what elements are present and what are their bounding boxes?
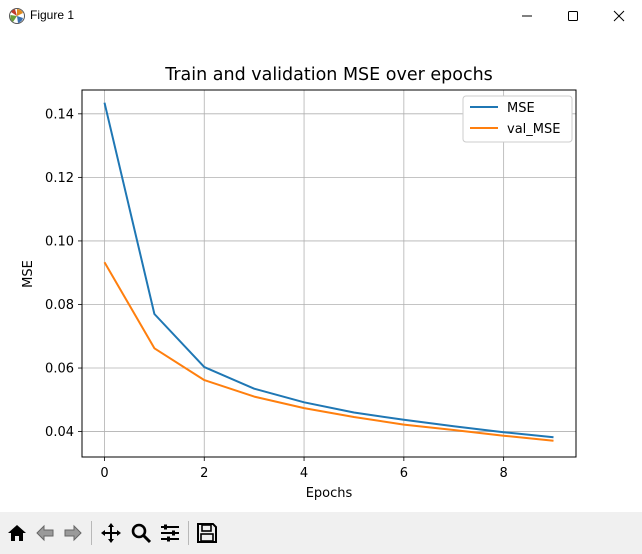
- y-axis-label: MSE: [21, 260, 36, 288]
- matplotlib-app-icon: [8, 7, 26, 25]
- zoom-button[interactable]: [128, 520, 154, 546]
- navigation-toolbar: [0, 512, 642, 554]
- close-icon: [613, 10, 625, 22]
- y-tick-label: 0.14: [45, 107, 74, 122]
- x-tick-label: 8: [500, 466, 508, 481]
- chart-title: Train and validation MSE over epochs: [164, 65, 493, 85]
- x-axis-label: Epochs: [306, 486, 353, 501]
- y-tick-label: 0.12: [45, 171, 74, 186]
- configure-subplots-icon: [161, 524, 179, 542]
- close-button[interactable]: [596, 0, 642, 32]
- maximize-icon: [568, 11, 578, 21]
- pan-button[interactable]: [98, 520, 124, 546]
- maximize-button[interactable]: [550, 0, 596, 32]
- grid-lines: [82, 90, 576, 457]
- back-arrow-icon: [36, 524, 54, 542]
- line-chart: Train and validation MSE over epochs 0 2 4…: [21, 65, 577, 501]
- save-icon: [197, 523, 217, 543]
- minimize-button[interactable]: [504, 0, 550, 32]
- x-tick-label: 4: [300, 466, 308, 481]
- x-tick-label: 0: [100, 466, 108, 481]
- legend: MSE val_MSE: [462, 95, 573, 143]
- home-icon: [8, 525, 26, 541]
- pan-icon: [101, 523, 121, 543]
- y-tick-label: 0.06: [45, 362, 74, 377]
- tick-layer: 0 2 4 6 8 0.04 0.06 0.08 0.10 0.12 0.14: [45, 107, 508, 481]
- y-tick-label: 0.04: [45, 425, 74, 440]
- x-tick-label: 6: [400, 466, 408, 481]
- toolbar-separator: [91, 521, 92, 545]
- minimize-icon: [522, 15, 532, 17]
- legend-label-mse: MSE: [507, 101, 535, 116]
- configure-subplots-button[interactable]: [157, 520, 183, 546]
- home-button[interactable]: [4, 520, 30, 546]
- series-line-val-mse: [103, 261, 554, 442]
- y-tick-label: 0.10: [45, 234, 74, 249]
- legend-label-val-mse: val_MSE: [507, 122, 560, 137]
- series-layer: [103, 102, 554, 442]
- axes-frame: [81, 89, 577, 458]
- y-tick-label: 0.08: [45, 298, 74, 313]
- figure-canvas: Train and validation MSE over epochs 0 2 4…: [0, 32, 642, 512]
- save-button[interactable]: [194, 520, 220, 546]
- forward-arrow-icon: [64, 524, 82, 542]
- window-title: Figure 1: [30, 8, 75, 22]
- forward-button[interactable]: [60, 520, 86, 546]
- x-tick-label: 2: [200, 466, 208, 481]
- toolbar-separator: [188, 521, 189, 545]
- window-titlebar: Figure 1: [0, 0, 642, 32]
- zoom-icon: [131, 523, 152, 544]
- back-button[interactable]: [32, 520, 58, 546]
- series-line-mse: [103, 102, 554, 439]
